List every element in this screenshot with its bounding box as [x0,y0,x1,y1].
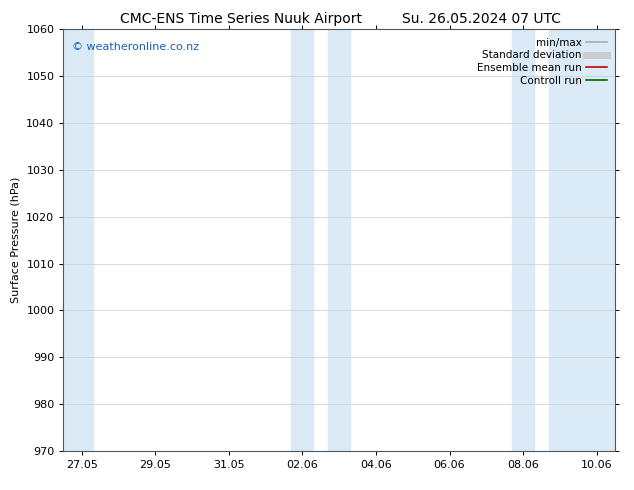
Text: Su. 26.05.2024 07 UTC: Su. 26.05.2024 07 UTC [403,12,561,26]
Bar [328,29,350,451]
Bar [512,29,534,451]
Legend: min/max, Standard deviation, Ensemble mean run, Controll run: min/max, Standard deviation, Ensemble me… [474,35,610,89]
Bar [549,29,615,451]
Text: © weatheronline.co.nz: © weatheronline.co.nz [72,42,199,52]
Text: CMC-ENS Time Series Nuuk Airport: CMC-ENS Time Series Nuuk Airport [120,12,362,26]
Y-axis label: Surface Pressure (hPa): Surface Pressure (hPa) [11,177,21,303]
Bar [292,29,313,451]
Bar [63,29,93,451]
